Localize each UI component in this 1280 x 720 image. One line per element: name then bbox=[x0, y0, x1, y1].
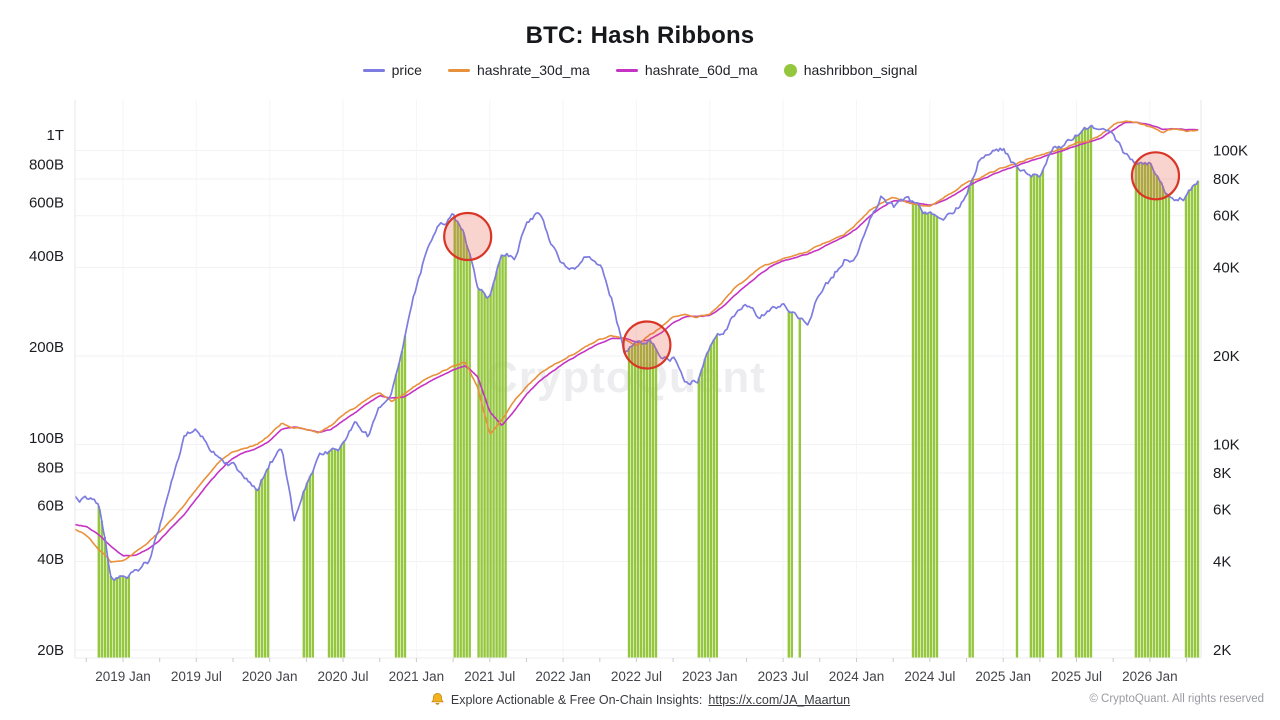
axis-tick-label: 2025 Jul bbox=[1051, 669, 1102, 684]
legend-label-price: price bbox=[391, 62, 422, 78]
axis-tick-label: 6K bbox=[1213, 502, 1231, 519]
axis-tick-label: 10K bbox=[1213, 437, 1240, 454]
legend-item-hashrate-30d-ma[interactable]: hashrate_30d_ma bbox=[447, 62, 590, 78]
highlight-circle bbox=[443, 211, 493, 262]
chart-legend: price hashrate_30d_ma hashrate_60d_ma ha… bbox=[0, 62, 1280, 78]
axis-tick-label: 40K bbox=[1213, 259, 1240, 276]
legend-label-hashrate-30d: hashrate_30d_ma bbox=[476, 62, 590, 78]
page-title: BTC: Hash Ribbons bbox=[525, 22, 755, 49]
legend-item-price[interactable]: price bbox=[362, 62, 422, 78]
axis-tick-label: 20K bbox=[1213, 348, 1240, 365]
watermark: CryptoQuant bbox=[486, 353, 766, 402]
axis-tick-label: 2024 Jul bbox=[904, 669, 955, 684]
axis-tick-label: 2019 Jan bbox=[95, 669, 151, 684]
axis-tick-label: 200B bbox=[29, 339, 64, 356]
legend-item-hashribbon-signal[interactable]: hashribbon_signal bbox=[783, 62, 918, 78]
highlight-circle bbox=[622, 320, 672, 370]
axis-tick-label: 80K bbox=[1213, 171, 1240, 188]
signal-highlight-circles bbox=[443, 151, 1181, 370]
hashrate-30d-line-swatch-icon bbox=[447, 68, 470, 72]
axis-tick-label: 2020 Jan bbox=[242, 669, 298, 684]
axes: 1T 800B 600B 400B 200B 100B 80B 60B 40B 20B 100K 80… bbox=[29, 100, 1248, 684]
axis-tick-label: 2025 Jan bbox=[975, 669, 1031, 684]
axis-tick-label: 2023 Jan bbox=[682, 669, 738, 684]
axis-tick-label: 2023 Jul bbox=[758, 669, 809, 684]
series-lines bbox=[75, 120, 1199, 582]
axis-tick-label: 100K bbox=[1213, 143, 1248, 160]
footer-promo: Explore Actionable & Free On-Chain Insig… bbox=[0, 692, 1280, 707]
axis-tick-label: 2026 Jan bbox=[1122, 669, 1178, 684]
hashrate-30d-ma-line bbox=[75, 120, 1199, 563]
axis-tick-label: 80B bbox=[37, 460, 64, 477]
axis-tick-label: 1T bbox=[46, 127, 64, 144]
hashrate-60d-line-swatch-icon bbox=[615, 68, 638, 72]
axis-tick-label: 2K bbox=[1213, 642, 1231, 659]
axis-tick-label: 2024 Jan bbox=[829, 669, 885, 684]
legend-label-hashribbon-signal: hashribbon_signal bbox=[803, 62, 918, 78]
axis-tick-label: 60K bbox=[1213, 208, 1240, 225]
axis-tick-label: 2022 Jan bbox=[535, 669, 591, 684]
axis-tick-label: 8K bbox=[1213, 465, 1231, 482]
promo-text: Explore Actionable & Free On-Chain Insig… bbox=[450, 692, 703, 707]
axis-tick-label: 100B bbox=[29, 430, 64, 447]
axis-tick-label: 400B bbox=[29, 248, 64, 265]
axis-tick-label: 600B bbox=[29, 194, 64, 211]
hashribbon-signal-dot-icon bbox=[783, 63, 797, 77]
axis-tick-label: 2019 Jul bbox=[171, 669, 222, 684]
axis-tick-label: 2022 Jul bbox=[611, 669, 662, 684]
axis-tick-label: 40B bbox=[37, 551, 64, 568]
bell-icon bbox=[430, 692, 445, 707]
legend-label-hashrate-60d: hashrate_60d_ma bbox=[644, 62, 758, 78]
price-line bbox=[75, 124, 1199, 582]
axis-tick-label: 60B bbox=[37, 497, 64, 514]
axis-tick-label: 2020 Jul bbox=[318, 669, 369, 684]
axis-tick-label: 2021 Jul bbox=[464, 669, 515, 684]
axis-tick-label: 2021 Jan bbox=[389, 669, 445, 684]
price-line-swatch-icon bbox=[362, 68, 385, 72]
axis-tick-label: 4K bbox=[1213, 553, 1231, 570]
axis-tick-label: 800B bbox=[29, 157, 64, 174]
hashribbon-signal-bars bbox=[97, 125, 1200, 658]
highlight-circle bbox=[1130, 151, 1181, 201]
copyright-text: © CryptoQuant. All rights reserved bbox=[1089, 693, 1264, 705]
legend-item-hashrate-60d-ma[interactable]: hashrate_60d_ma bbox=[615, 62, 758, 78]
promo-link[interactable]: https://x.com/JA_Maartun bbox=[708, 692, 851, 707]
axis-tick-label: 20B bbox=[37, 642, 64, 659]
